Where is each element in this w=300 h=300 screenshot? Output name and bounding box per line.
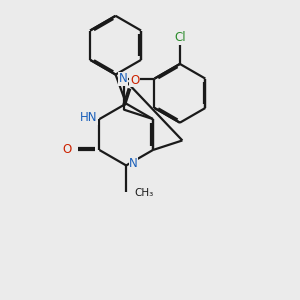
Text: HN: HN: [80, 111, 97, 124]
Text: O: O: [130, 74, 139, 87]
Text: N: N: [129, 158, 138, 170]
Text: N: N: [118, 72, 127, 85]
Text: CH₃: CH₃: [134, 188, 154, 198]
Text: O: O: [62, 143, 71, 157]
Text: Cl: Cl: [174, 31, 186, 44]
